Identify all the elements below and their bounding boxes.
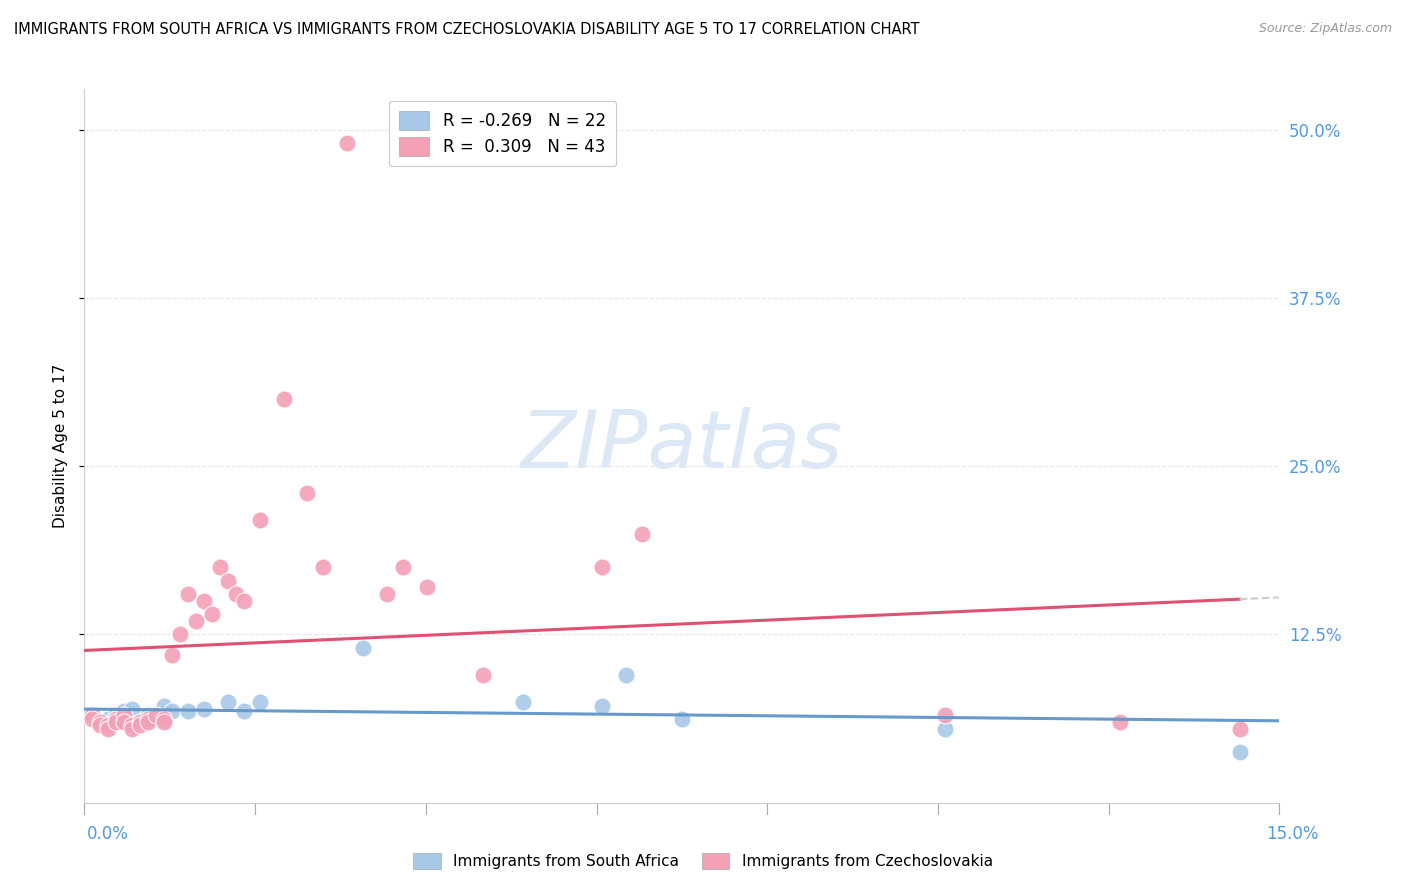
Text: ZIPatlas: ZIPatlas bbox=[520, 407, 844, 485]
Point bbox=[145, 708, 167, 723]
Point bbox=[153, 698, 176, 713]
Point bbox=[225, 587, 247, 601]
Point bbox=[136, 712, 159, 726]
Point bbox=[89, 714, 111, 729]
Point bbox=[82, 708, 104, 723]
Point bbox=[375, 587, 398, 601]
Point bbox=[129, 714, 152, 729]
Point bbox=[336, 136, 359, 150]
Point bbox=[153, 714, 176, 729]
Point bbox=[136, 708, 159, 723]
Point bbox=[1109, 714, 1132, 729]
Point bbox=[193, 701, 215, 715]
Point bbox=[160, 704, 183, 718]
Point bbox=[89, 717, 111, 731]
Point bbox=[177, 587, 200, 601]
Point bbox=[193, 594, 215, 608]
Point bbox=[201, 607, 224, 622]
Point bbox=[232, 594, 254, 608]
Text: Source: ZipAtlas.com: Source: ZipAtlas.com bbox=[1258, 22, 1392, 36]
Point bbox=[136, 714, 159, 729]
Point bbox=[153, 712, 176, 726]
Text: 0.0%: 0.0% bbox=[87, 825, 129, 843]
Point bbox=[352, 640, 374, 655]
Point bbox=[1229, 722, 1251, 736]
Point bbox=[105, 712, 128, 726]
Point bbox=[97, 722, 120, 736]
Point bbox=[297, 486, 319, 500]
Point bbox=[112, 704, 135, 718]
Point bbox=[160, 648, 183, 662]
Point bbox=[631, 526, 654, 541]
Legend: R = -0.269   N = 22, R =  0.309   N = 43: R = -0.269 N = 22, R = 0.309 N = 43 bbox=[389, 101, 616, 166]
Point bbox=[121, 722, 143, 736]
Point bbox=[249, 513, 271, 527]
Point bbox=[112, 714, 135, 729]
Point bbox=[169, 627, 191, 641]
Point bbox=[934, 708, 956, 723]
Point bbox=[671, 712, 693, 726]
Point bbox=[82, 708, 104, 723]
Y-axis label: Disability Age 5 to 17: Disability Age 5 to 17 bbox=[52, 364, 67, 528]
Point bbox=[232, 704, 254, 718]
Text: IMMIGRANTS FROM SOUTH AFRICA VS IMMIGRANTS FROM CZECHOSLOVAKIA DISABILITY AGE 5 : IMMIGRANTS FROM SOUTH AFRICA VS IMMIGRAN… bbox=[14, 22, 920, 37]
Point bbox=[217, 574, 239, 588]
Point bbox=[105, 714, 128, 729]
Point bbox=[512, 695, 534, 709]
Point bbox=[591, 698, 613, 713]
Point bbox=[177, 704, 200, 718]
Point bbox=[105, 714, 128, 729]
Text: 15.0%: 15.0% bbox=[1267, 825, 1319, 843]
Point bbox=[471, 668, 494, 682]
Point bbox=[105, 708, 128, 723]
Point bbox=[217, 695, 239, 709]
Point bbox=[121, 701, 143, 715]
Point bbox=[97, 712, 120, 726]
Point bbox=[121, 717, 143, 731]
Point bbox=[97, 717, 120, 731]
Point bbox=[184, 614, 207, 628]
Point bbox=[97, 717, 120, 731]
Point bbox=[82, 712, 104, 726]
Point bbox=[273, 392, 295, 406]
Point bbox=[129, 717, 152, 731]
Point bbox=[1229, 745, 1251, 759]
Point bbox=[112, 708, 135, 723]
Point bbox=[112, 712, 135, 726]
Point bbox=[89, 714, 111, 729]
Point bbox=[312, 560, 335, 574]
Point bbox=[249, 695, 271, 709]
Point bbox=[416, 580, 439, 594]
Point bbox=[591, 560, 613, 574]
Point bbox=[392, 560, 415, 574]
Point bbox=[208, 560, 231, 574]
Point bbox=[934, 722, 956, 736]
Point bbox=[129, 714, 152, 729]
Point bbox=[614, 668, 637, 682]
Point bbox=[145, 708, 167, 723]
Legend: Immigrants from South Africa, Immigrants from Czechoslovakia: Immigrants from South Africa, Immigrants… bbox=[408, 847, 998, 875]
